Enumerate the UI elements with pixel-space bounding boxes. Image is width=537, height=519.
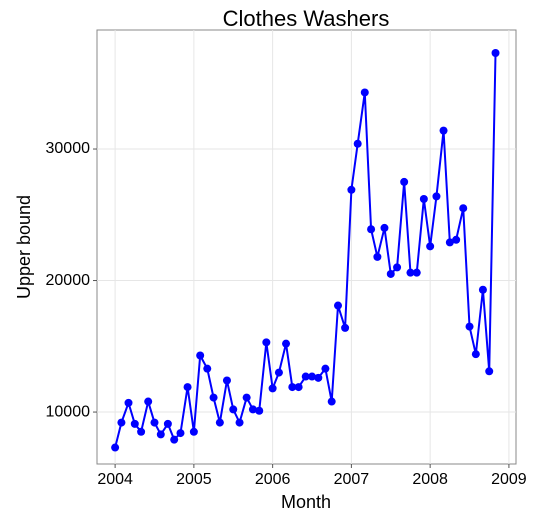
x-tick-label: 2008: [412, 471, 448, 488]
point: [485, 367, 494, 376]
point: [367, 225, 376, 234]
point: [465, 322, 474, 331]
point: [282, 339, 291, 348]
point: [478, 285, 487, 294]
point: [400, 177, 409, 186]
point: [117, 418, 126, 427]
point: [130, 419, 139, 428]
point: [255, 406, 264, 415]
point: [209, 393, 218, 402]
point: [432, 192, 441, 201]
point: [406, 268, 415, 277]
point: [176, 429, 185, 438]
chart-title: Clothes Washers: [223, 6, 390, 31]
x-tick-label: 2004: [97, 471, 133, 488]
point: [386, 269, 395, 278]
point: [341, 323, 350, 332]
x-tick-label: 2005: [176, 471, 212, 488]
point: [163, 419, 172, 428]
point: [189, 427, 198, 436]
point: [471, 350, 480, 359]
x-tick-label: 2006: [255, 471, 291, 488]
point: [459, 204, 468, 213]
point: [150, 418, 159, 427]
point: [360, 88, 369, 97]
point: [235, 418, 244, 427]
point: [229, 405, 238, 414]
x-tick-label: 2007: [334, 471, 370, 488]
point: [268, 384, 277, 393]
point: [327, 397, 336, 406]
point: [314, 373, 323, 382]
x-tick-label: 2009: [491, 471, 527, 488]
point: [137, 427, 146, 436]
point: [248, 405, 257, 414]
point: [262, 338, 271, 347]
y-axis-label: Upper bound: [14, 195, 34, 299]
point: [491, 49, 500, 58]
y-tick-label: 20000: [46, 272, 91, 289]
point: [445, 238, 454, 247]
point: [393, 263, 402, 272]
point: [452, 235, 461, 244]
y-tick-label: 30000: [46, 140, 91, 157]
point: [196, 351, 205, 360]
point: [242, 393, 251, 402]
point: [301, 372, 310, 381]
point: [321, 364, 330, 373]
point: [203, 364, 212, 373]
point: [347, 185, 356, 194]
point: [288, 383, 297, 392]
point: [412, 268, 421, 277]
point: [334, 301, 343, 310]
point: [111, 443, 120, 452]
point: [308, 372, 317, 381]
point: [380, 223, 389, 232]
point: [419, 194, 428, 203]
x-axis-label: Month: [281, 492, 331, 512]
point: [426, 242, 435, 251]
point: [144, 397, 153, 406]
point: [274, 368, 283, 377]
point: [439, 126, 448, 135]
point: [222, 376, 231, 385]
point: [156, 430, 165, 439]
point: [215, 418, 224, 427]
point: [170, 435, 179, 444]
point: [183, 383, 192, 392]
point: [294, 383, 303, 392]
point: [353, 139, 362, 148]
y-tick-label: 10000: [46, 403, 91, 420]
plot-panel: [96, 29, 517, 465]
point: [373, 252, 382, 261]
point: [124, 398, 133, 407]
